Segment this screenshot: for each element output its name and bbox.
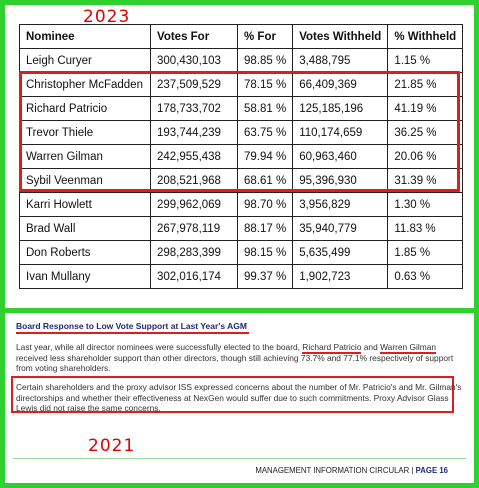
table-row: Brad Wall 267,978,119 88.17 % 35,940,779… bbox=[19, 216, 464, 241]
footer-divider bbox=[13, 458, 466, 459]
votes-for-cell: 298,283,399 bbox=[150, 240, 238, 265]
circular-excerpt-panel: Board Response to Low Vote Support at La… bbox=[5, 313, 474, 483]
vote-results-table: Nominee Votes For % For Votes Withheld %… bbox=[19, 24, 464, 289]
nominee-cell: Trevor Thiele bbox=[19, 120, 151, 145]
header-nominee: Nominee bbox=[19, 24, 151, 49]
nominee-cell: Warren Gilman bbox=[19, 144, 151, 169]
votes-for-cell: 237,509,529 bbox=[150, 72, 238, 97]
votes-withheld-cell: 5,635,499 bbox=[292, 240, 389, 265]
vote-results-panel: 2023 Nominee Votes For % For Votes Withh… bbox=[5, 5, 474, 308]
paragraph-vote-support: Last year, while all director nominees w… bbox=[16, 342, 462, 374]
table-row: Ivan Mullany 302,016,174 99.37 % 1,902,7… bbox=[19, 264, 464, 289]
percent-withheld-cell: 1.85 % bbox=[387, 240, 464, 265]
percent-for-cell: 63.75 % bbox=[236, 120, 294, 145]
concerns-highlight-box bbox=[11, 376, 454, 413]
header-votes-for: Votes For bbox=[150, 24, 238, 49]
nominee-cell: Ivan Mullany bbox=[19, 264, 151, 289]
votes-withheld-cell: 35,940,779 bbox=[292, 216, 389, 241]
header-votes-withheld: Votes Withheld bbox=[292, 24, 389, 49]
footer-title: MANAGEMENT INFORMATION CIRCULAR | bbox=[255, 466, 416, 475]
header-percent-withheld: % Withheld bbox=[387, 24, 464, 49]
percent-for-cell: 58.81 % bbox=[236, 96, 294, 121]
votes-for-cell: 299,962,069 bbox=[150, 192, 238, 217]
name-richard-patricio: Richard Patricio bbox=[302, 342, 362, 354]
votes-for-cell: 300,430,103 bbox=[150, 48, 238, 73]
percent-withheld-cell: 31.39 % bbox=[387, 168, 464, 193]
nominee-cell: Don Roberts bbox=[19, 240, 151, 265]
year-label-2023: 2023 bbox=[83, 7, 131, 27]
table-row: Don Roberts 298,283,399 98.15 % 5,635,49… bbox=[19, 240, 464, 265]
percent-for-cell: 99.37 % bbox=[236, 264, 294, 289]
votes-withheld-cell: 60,963,460 bbox=[292, 144, 389, 169]
para1-text-a: Last year, while all director nominees w… bbox=[16, 342, 303, 352]
percent-for-cell: 98.15 % bbox=[236, 240, 294, 265]
votes-for-cell: 178,733,702 bbox=[150, 96, 238, 121]
header-percent-for: % For bbox=[236, 24, 294, 49]
table-row: Leigh Curyer 300,430,103 98.85 % 3,488,7… bbox=[19, 48, 464, 73]
footer-page-number: PAGE 16 bbox=[415, 466, 448, 475]
percent-withheld-cell: 0.63 % bbox=[387, 264, 464, 289]
percent-for-cell: 98.85 % bbox=[236, 48, 294, 73]
section-heading: Board Response to Low Vote Support at La… bbox=[16, 321, 247, 331]
percent-withheld-cell: 11.83 % bbox=[387, 216, 464, 241]
table-header-row: Nominee Votes For % For Votes Withheld %… bbox=[19, 24, 464, 49]
percent-withheld-cell: 1.30 % bbox=[387, 192, 464, 217]
votes-for-cell: 267,978,119 bbox=[150, 216, 238, 241]
percent-for-cell: 98.70 % bbox=[236, 192, 294, 217]
nominee-cell: Brad Wall bbox=[19, 216, 151, 241]
percent-for-cell: 88.17 % bbox=[236, 216, 294, 241]
table-row: Karri Howlett 299,962,069 98.70 % 3,956,… bbox=[19, 192, 464, 217]
votes-withheld-cell: 95,396,930 bbox=[292, 168, 389, 193]
votes-withheld-cell: 3,488,795 bbox=[292, 48, 389, 73]
page-footer: MANAGEMENT INFORMATION CIRCULAR | PAGE 1… bbox=[255, 466, 448, 475]
year-label-2021: 2021 bbox=[88, 436, 136, 456]
votes-for-cell: 302,016,174 bbox=[150, 264, 238, 289]
percent-for-cell: 79.94 % bbox=[236, 144, 294, 169]
percent-withheld-cell: 1.15 % bbox=[387, 48, 464, 73]
para1-text-b: and bbox=[361, 342, 381, 352]
para1-text-rest: received less shareholder support than o… bbox=[16, 352, 454, 374]
nominee-cell: Leigh Curyer bbox=[19, 48, 151, 73]
votes-withheld-cell: 1,902,723 bbox=[292, 264, 389, 289]
percent-withheld-cell: 20.06 % bbox=[387, 144, 464, 169]
name-warren-gilman: Warren Gilman bbox=[380, 342, 437, 354]
votes-withheld-cell: 3,956,829 bbox=[292, 192, 389, 217]
nominee-cell: Karri Howlett bbox=[19, 192, 151, 217]
heading-red-underline bbox=[16, 332, 249, 334]
low-support-highlight-box bbox=[19, 71, 460, 192]
paragraph-concerns: Certain shareholders and the proxy advis… bbox=[16, 382, 462, 413]
